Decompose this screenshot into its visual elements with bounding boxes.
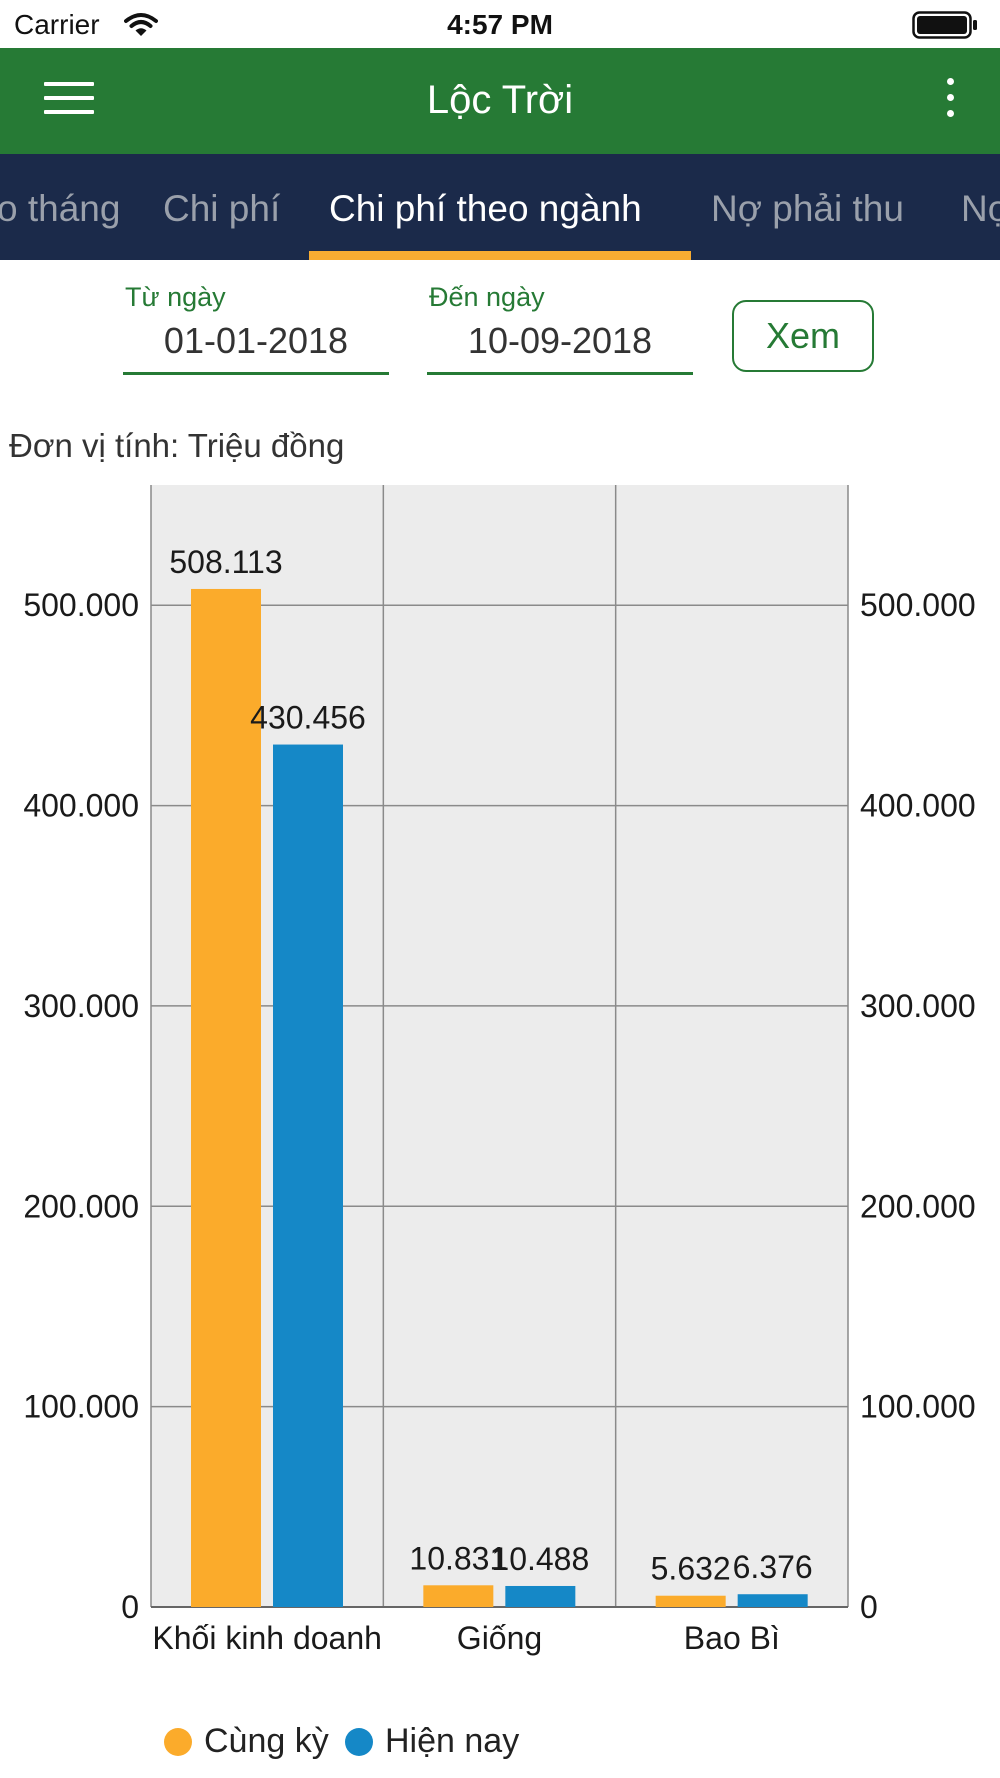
tab-chi-phi[interactable]: Chi phí: [163, 188, 281, 229]
app-bar: Lộc Trời: [0, 48, 1000, 154]
legend-label-hien-nay: Hiện nay: [385, 1722, 520, 1760]
tab-theo-thang[interactable]: o tháng: [0, 188, 121, 229]
unit-note: Đơn vị tính: Triệu đồng: [9, 427, 345, 464]
tab-bar: o tháng Chi phí Chi phí theo ngành Nợ ph…: [0, 154, 1000, 260]
bar-value-label: 508.113: [169, 544, 282, 580]
more-options-icon[interactable]: [940, 78, 960, 124]
status-bar: Carrier 4:57 PM: [0, 0, 1000, 48]
to-date-field[interactable]: Đến ngày 10-09-2018: [427, 282, 693, 378]
y-tick-label-left: 100.000: [23, 1389, 139, 1425]
legend-item-cung-ky: Cùng kỳ: [164, 1722, 329, 1761]
app-title: Lộc Trời: [426, 78, 574, 122]
bar-value-label: 6.376: [733, 1549, 813, 1585]
bar: [273, 744, 343, 1607]
from-date-underline: [123, 372, 389, 375]
status-time: 4:57 PM: [447, 9, 553, 40]
bar: [191, 588, 261, 1607]
to-date-value[interactable]: 10-09-2018: [467, 320, 653, 361]
category-label: Giống: [457, 1620, 542, 1656]
bar: [655, 1595, 726, 1607]
to-date-underline: [427, 372, 693, 375]
to-date-label: Đến ngày: [429, 282, 545, 312]
tab-no[interactable]: Nợ: [961, 188, 1000, 229]
from-date-label: Từ ngày: [125, 282, 226, 312]
bar-value-label: 10.488: [491, 1541, 589, 1577]
category-label: Bao Bì: [684, 1620, 780, 1656]
y-tick-label-left: 300.000: [23, 988, 139, 1024]
tab-chi-phi-theo-nganh[interactable]: Chi phí theo ngành: [329, 188, 642, 229]
y-tick-label-right: 300.000: [860, 988, 976, 1024]
y-tick-label-left: 200.000: [23, 1188, 139, 1224]
bar: [505, 1585, 576, 1607]
active-tab-indicator: [309, 251, 691, 260]
bar: [423, 1585, 494, 1607]
from-date-value[interactable]: 01-01-2018: [163, 320, 349, 361]
hamburger-menu-icon[interactable]: [44, 82, 94, 122]
wifi-icon: [124, 12, 158, 43]
bar-value-label: 430.456: [250, 700, 366, 736]
y-tick-label-left: 0: [121, 1589, 139, 1625]
y-tick-label-left: 500.000: [23, 587, 139, 623]
y-tick-label-right: 500.000: [860, 587, 976, 623]
plot-background: [151, 485, 848, 1607]
category-label: Khối kinh doanh: [152, 1620, 382, 1656]
from-date-field[interactable]: Từ ngày 01-01-2018: [123, 282, 389, 378]
bar-value-label: 5.632: [651, 1551, 731, 1587]
tab-no-phai-thu[interactable]: Nợ phải thu: [711, 188, 904, 229]
y-tick-label-right: 200.000: [860, 1188, 976, 1224]
bar-value-label: 10.831: [409, 1540, 507, 1576]
view-button[interactable]: Xem: [732, 300, 874, 372]
legend-swatch-cung-ky: [164, 1727, 192, 1756]
y-tick-label-right: 400.000: [860, 788, 976, 824]
bar-chart: 0 0 100.000 100.000 200.000 200.000 300.000 300…: [23, 485, 976, 1656]
y-tick-label-right: 100.000: [860, 1389, 976, 1425]
y-tick-label-right: 0: [860, 1589, 878, 1625]
battery-icon: [912, 11, 978, 44]
legend-swatch-hien-nay: [345, 1727, 373, 1756]
carrier-label: Carrier: [14, 9, 100, 40]
y-tick-label-left: 400.000: [23, 788, 139, 824]
legend-label-cung-ky: Cùng kỳ: [204, 1722, 329, 1760]
bar: [737, 1594, 808, 1607]
legend-item-hien-nay: Hiện nay: [345, 1722, 519, 1761]
